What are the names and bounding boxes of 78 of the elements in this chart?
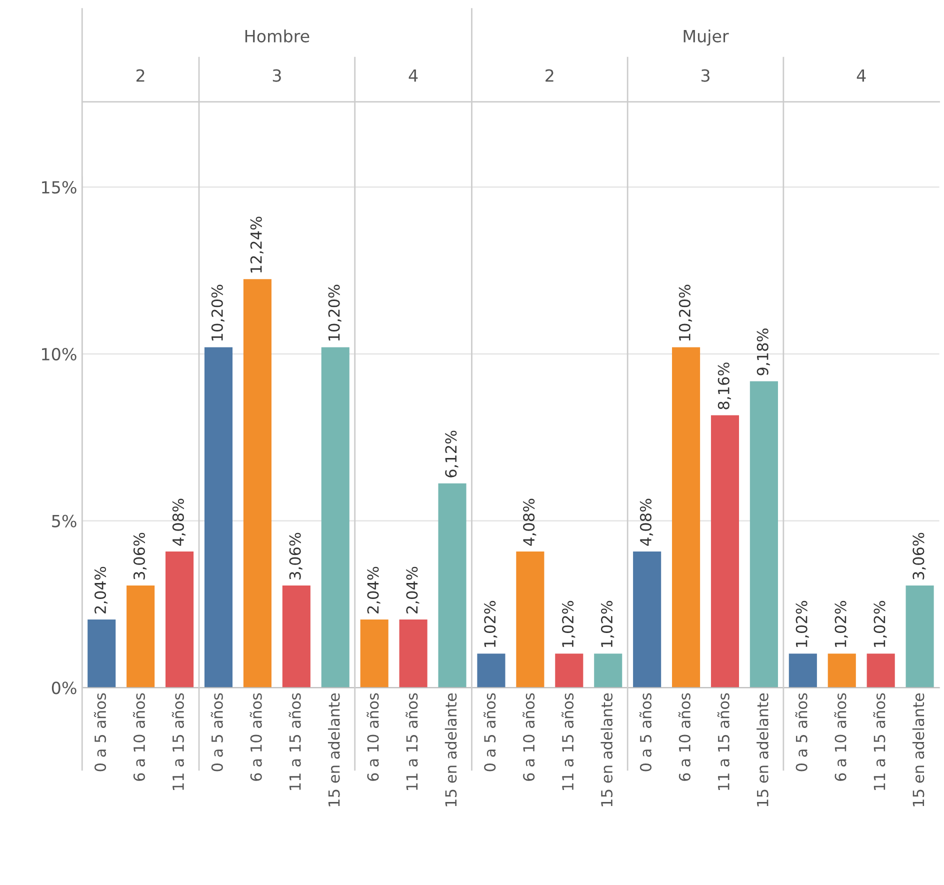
data-label: 3,06% (912, 532, 926, 580)
y-tick-label: 15% (42, 180, 76, 194)
text: 3 (272, 69, 281, 82)
bar (166, 551, 194, 688)
bar (477, 654, 506, 688)
bar (633, 551, 662, 688)
text: 2 (546, 69, 554, 82)
bar (906, 586, 934, 688)
bar (516, 551, 544, 688)
bar (672, 347, 700, 688)
x-tick-label: 0 a 5 años (210, 693, 223, 772)
text: Mujer (684, 30, 729, 46)
data-label: 10,20% (211, 284, 224, 341)
x-tick-label: 15 en adelante (600, 693, 613, 806)
bar (866, 654, 895, 688)
text: 4 (856, 69, 866, 82)
x-tick-label: 11 a 15 años (172, 693, 184, 790)
x-tick-label: 6 a 10 años (250, 693, 262, 781)
bar (594, 654, 622, 688)
bar (126, 586, 155, 688)
data-label: 6,12% (445, 430, 458, 478)
bar (360, 620, 388, 688)
data-label: 10,20% (678, 284, 692, 341)
data-label: 4,08% (172, 498, 186, 546)
x-tick-label: 11 a 15 años (406, 693, 418, 790)
data-label: 3,06% (289, 532, 302, 580)
x-tick-label: 0 a 5 años (484, 693, 496, 772)
data-label: 12,24% (250, 216, 264, 272)
data-label: 1,02% (874, 600, 887, 647)
x-tick-label: 15 en adelante (912, 693, 924, 806)
y-tick-label: 10% (42, 348, 76, 360)
x-tick-label: 6 a 10 años (366, 693, 379, 781)
data-label: 2,04% (94, 566, 108, 614)
bar (828, 654, 856, 688)
bar (321, 347, 350, 688)
bar (710, 415, 740, 688)
data-label: 1,02% (484, 600, 498, 647)
text: 2 (136, 69, 144, 82)
data-label: 3,06% (133, 532, 147, 580)
x-tick-label: 15 en adelante (756, 693, 768, 806)
x-tick-label: 11 a 15 años (873, 693, 886, 790)
text: Hombre (245, 30, 310, 42)
data-label: 4,08% (523, 498, 536, 546)
data-label: 1,02% (796, 600, 809, 647)
y-tick-label: 5% (52, 514, 76, 528)
data-label: 4,08% (640, 498, 654, 546)
x-tick-label: 0 a 5 años (94, 693, 106, 772)
data-label: 1,02% (562, 600, 576, 647)
x-tick-label: 15 en adelante (328, 693, 340, 806)
x-tick-label: 15 en adelante (444, 693, 457, 806)
data-label: 8,16% (718, 362, 731, 410)
x-tick-label: 0 a 5 años (639, 693, 652, 772)
bar (282, 586, 310, 688)
data-label: 1,02% (600, 600, 614, 647)
bar (788, 654, 817, 688)
bar (88, 620, 116, 688)
x-tick-label: 0 a 5 años (795, 693, 808, 772)
x-tick-label: 6 a 10 años (522, 693, 535, 781)
text: 3 (701, 69, 710, 82)
x-tick-label: 11 a 15 años (561, 693, 574, 790)
x-tick-label: 6 a 10 años (132, 693, 146, 781)
bar (750, 381, 778, 688)
data-label: 10,20% (328, 284, 342, 341)
bar (555, 654, 584, 688)
x-tick-label: 6 a 10 años (834, 693, 846, 781)
bar (438, 483, 466, 688)
data-label: 2,04% (367, 566, 380, 614)
x-tick-label: 6 a 10 años (678, 693, 690, 781)
bar (243, 279, 272, 688)
x-tick-label: 11 a 15 años (288, 693, 301, 790)
data-label: 1,02% (834, 600, 848, 647)
text: 4 (408, 69, 418, 82)
data-label: 2,04% (406, 566, 420, 614)
bar (204, 347, 233, 688)
y-tick-label: 0% (52, 682, 76, 694)
x-tick-label: 11 a 15 años (717, 693, 730, 790)
data-label: 9,18% (756, 328, 770, 376)
bar (399, 620, 428, 688)
